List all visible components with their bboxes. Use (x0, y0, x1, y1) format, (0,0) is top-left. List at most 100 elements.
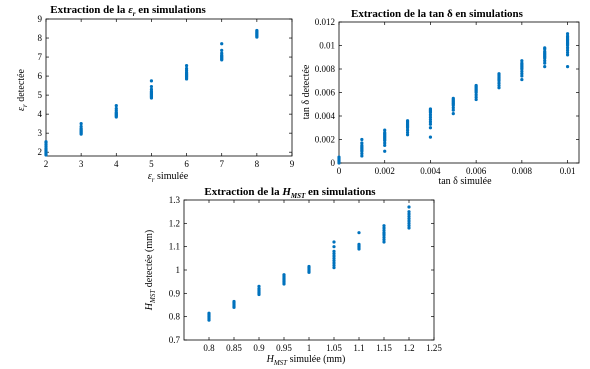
data-points (337, 32, 570, 165)
data-point (407, 212, 411, 216)
y-tick-label: 4 (38, 109, 43, 119)
data-point (520, 77, 524, 82)
x-tick-label: 0.002 (375, 166, 395, 176)
x-tick-label: 0.008 (512, 166, 533, 176)
y-tick-label: 7 (38, 52, 43, 62)
y-tick-label: 1.2 (169, 218, 180, 228)
data-point (357, 242, 361, 246)
y-tick-label: 1.3 (169, 195, 181, 205)
data-point (382, 228, 386, 232)
data-point (382, 224, 386, 228)
data-point (382, 231, 386, 235)
y-tick-label: 0.008 (315, 64, 336, 74)
y-tick-label: 5 (38, 90, 43, 100)
data-point (474, 95, 478, 99)
x-tick-label: 1.15 (376, 343, 392, 353)
plot-area (45, 18, 293, 157)
data-point (407, 205, 411, 209)
data-point (114, 103, 118, 108)
data-point (360, 152, 364, 156)
data-point (497, 81, 501, 85)
data-point (332, 249, 336, 253)
data-point (543, 65, 547, 69)
data-point (428, 115, 433, 119)
x-axis-label: HMST simulée (mm) (266, 354, 346, 367)
data-point (565, 65, 570, 69)
data-point (428, 107, 433, 111)
data-point (184, 66, 189, 71)
x-tick-label: 1.05 (326, 343, 342, 353)
data-point (520, 72, 524, 76)
y-tick-label: 0.7 (169, 335, 181, 345)
x-tick-label: 4 (114, 159, 119, 169)
y-tick-label: 6 (38, 71, 43, 81)
data-point (332, 263, 336, 267)
data-point (382, 235, 386, 239)
data-point (565, 53, 570, 57)
x-tick-label: 9 (290, 159, 295, 169)
data-point (565, 46, 570, 50)
data-point (407, 219, 411, 223)
data-point (520, 61, 524, 65)
x-tick-label: 1 (307, 343, 312, 353)
x-tick-label: 0.9 (253, 343, 265, 353)
x-tick-label: 0.85 (226, 343, 242, 353)
data-point (332, 245, 336, 249)
data-point (255, 28, 259, 33)
data-point (451, 106, 455, 110)
data-point (220, 48, 224, 52)
x-tick-label: 7 (219, 159, 224, 169)
y-tick-label: 0.002 (315, 135, 335, 145)
data-point (405, 133, 410, 137)
data-point (383, 128, 387, 132)
data-point (428, 135, 433, 139)
data-point (79, 124, 83, 129)
data-point (383, 143, 387, 147)
data-point (360, 143, 364, 147)
data-point (474, 83, 478, 88)
chart-title: Extraction de la εr en simulations (50, 4, 206, 18)
x-tick-label: 1.1 (353, 343, 364, 353)
x-tick-label: 0.006 (466, 166, 487, 176)
data-point (407, 217, 411, 221)
y-tick-label: 9 (38, 14, 43, 24)
data-points (44, 28, 259, 157)
data-point (383, 141, 387, 145)
data-points (207, 205, 411, 322)
data-point (428, 113, 433, 117)
data-point (474, 93, 478, 97)
data-point (332, 261, 336, 265)
data-point (232, 299, 236, 304)
x-tick-label: 2 (44, 159, 49, 169)
data-point (428, 122, 433, 126)
data-point (332, 259, 336, 263)
data-point (497, 72, 501, 76)
data-point (565, 34, 570, 38)
data-point (383, 149, 387, 153)
plot-area (338, 21, 580, 164)
data-point (382, 240, 386, 244)
data-point (565, 32, 570, 36)
data-point (220, 51, 224, 55)
tick-labels: 2 3 4 5 6 7 8 9 2 3 4 5 6 7 8 9 (38, 14, 295, 169)
x-axis-label: tan δ simulée (438, 176, 492, 187)
data-point (451, 112, 455, 116)
data-point (428, 126, 433, 130)
chart-title: Extraction de la tan δ en simulations (351, 8, 524, 20)
tick-labels: 0.8 0.85 0.9 0.95 1 1.05 1.1 1.15 1.2 1.25 0.7 0.8 0… (169, 195, 443, 353)
data-point (337, 155, 341, 159)
y-tick-label: 3 (38, 128, 43, 138)
data-point (543, 61, 547, 65)
data-point (405, 119, 410, 123)
data-point (565, 50, 570, 55)
chart-title: Extraction de la HMST en simulations (204, 186, 376, 200)
data-point (149, 84, 154, 89)
data-point (405, 128, 410, 132)
data-point (543, 59, 547, 63)
y-tick-label: 0.006 (315, 88, 336, 98)
data-point (360, 154, 364, 158)
x-tick-label: 0.01 (560, 166, 576, 176)
data-point (149, 87, 154, 92)
data-point (474, 97, 478, 102)
